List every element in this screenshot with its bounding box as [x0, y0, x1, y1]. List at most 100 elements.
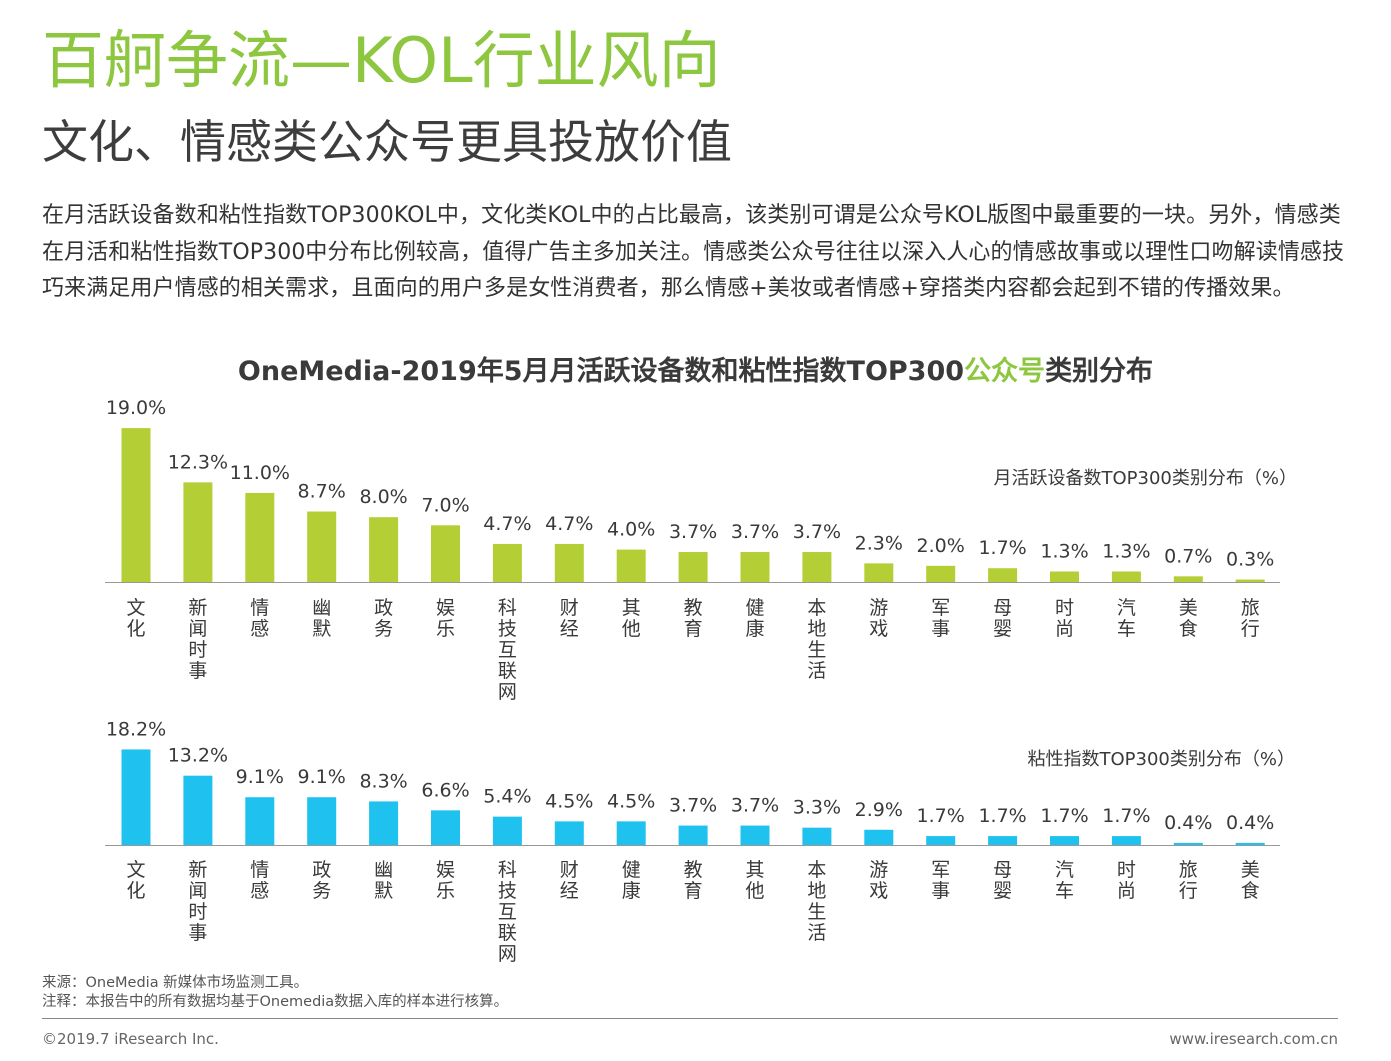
mau-bar: [369, 517, 399, 582]
stickiness-value-label: 0.4%: [1226, 812, 1274, 834]
stickiness-category-label: 政务: [312, 859, 331, 902]
mau-category-label: 情感: [250, 597, 269, 640]
mau-bar: [988, 568, 1018, 582]
mau-category-label: 汽车: [1117, 597, 1136, 640]
mau-category-label: 娱乐: [436, 597, 455, 640]
stickiness-bar: [121, 749, 151, 845]
stickiness-value-label: 13.2%: [168, 745, 228, 767]
stickiness-value-label: 4.5%: [607, 790, 655, 812]
stickiness-value-label: 6.6%: [421, 779, 469, 801]
mau-value-label: 2.0%: [917, 535, 965, 557]
stickiness-bar: [554, 821, 584, 845]
stickiness-value-label: 4.5%: [545, 790, 593, 812]
stickiness-bar: [802, 827, 832, 845]
mau-category-label: 军事: [931, 597, 950, 640]
stickiness-value-label: 1.7%: [978, 805, 1026, 827]
stickiness-category-label: 游戏: [869, 859, 888, 902]
page-title: 百舸争流—KOL行业风向: [42, 24, 721, 97]
stickiness-category-label: 其他: [745, 859, 764, 902]
stickiness-value-label: 3.3%: [793, 797, 841, 819]
mau-category-label: 母婴: [993, 597, 1012, 640]
mau-value-label: 4.0%: [607, 519, 655, 541]
mau-value-label: 11.0%: [230, 462, 290, 484]
stickiness-bar: [492, 816, 522, 845]
stickiness-category-label: 娱乐: [436, 859, 455, 902]
stickiness-category-label: 本地生活: [807, 859, 826, 944]
stickiness-category-label: 情感: [250, 859, 269, 902]
stickiness-category-label: 美食: [1241, 859, 1260, 902]
stickiness-value-label: 5.4%: [483, 786, 531, 808]
stickiness-bar: [678, 825, 708, 845]
mau-bar: [307, 511, 337, 582]
stickiness-bar: [1173, 842, 1203, 845]
mau-bar: [616, 549, 646, 582]
stickiness-bar: [1050, 836, 1079, 845]
mau-category-label: 本地生活: [807, 597, 826, 682]
mau-value-label: 1.3%: [1102, 540, 1150, 562]
mau-bar: [121, 428, 151, 582]
stickiness-bar: [864, 829, 894, 845]
stickiness-value-label: 8.3%: [359, 770, 407, 792]
mau-bar: [492, 543, 522, 582]
stickiness-category-label: 军事: [931, 859, 950, 902]
stickiness-value-label: 9.1%: [298, 766, 346, 788]
stickiness-bar: [1111, 836, 1141, 845]
stickiness-category-label: 科技互联网: [498, 859, 517, 965]
stickiness-category-label: 幽默: [374, 859, 393, 902]
stickiness-bar: [740, 825, 770, 845]
chart-title: OneMedia-2019年5月月活跃设备数和粘性指数TOP300公众号类别分布: [0, 352, 1391, 392]
mau-value-label: 2.3%: [855, 532, 903, 554]
stickiness-category-label: 文化: [126, 859, 145, 902]
stickiness-bar: [245, 797, 275, 845]
source-text: 来源：OneMedia 新媒体市场监测工具。: [42, 975, 309, 991]
stickiness-bar: [1235, 842, 1265, 845]
chart-title-part2: 类别分布: [1045, 356, 1154, 387]
mau-bar: [1050, 571, 1079, 582]
mau-value-label: 0.3%: [1226, 549, 1274, 571]
mau-bar: [245, 492, 275, 582]
stickiness-category-label: 母婴: [993, 859, 1012, 902]
stickiness-category-label: 财经: [560, 859, 579, 902]
mau-bar: [802, 552, 832, 582]
stickiness-category-label: 时尚: [1117, 859, 1136, 902]
chart-title-highlight: 公众号: [964, 356, 1046, 387]
mau-category-label: 新闻时事: [188, 597, 207, 682]
mau-value-label: 3.7%: [669, 521, 717, 543]
mau-category-label: 科技互联网: [498, 597, 517, 703]
stickiness-value-label: 9.1%: [236, 766, 284, 788]
mau-bar: [554, 543, 584, 582]
mau-category-label: 其他: [622, 597, 641, 640]
mau-category-label: 美食: [1179, 597, 1198, 640]
mau-bar: [183, 482, 213, 582]
note-text: 注释：本报告中的所有数据均基于Onemedia数据入库的样本进行核算。: [42, 994, 509, 1010]
mau-bar: [678, 552, 708, 582]
stickiness-value-label: 0.4%: [1164, 812, 1212, 834]
mau-category-label: 旅行: [1241, 597, 1260, 640]
mau-bar: [740, 552, 770, 582]
mau-bar: [1111, 571, 1141, 582]
mau-value-label: 4.7%: [545, 513, 593, 535]
website-link[interactable]: www.iresearch.com.cn: [1169, 1030, 1338, 1048]
mau-value-label: 8.0%: [359, 486, 407, 508]
mau-value-label: 4.7%: [483, 513, 531, 535]
mau-category-label: 游戏: [869, 597, 888, 640]
stickiness-value-label: 2.9%: [855, 799, 903, 821]
mau-category-label: 时尚: [1055, 597, 1074, 640]
stickiness-value-label: 1.7%: [1040, 805, 1088, 827]
summary-paragraph: 在月活跃设备数和粘性指数TOP300KOL中，文化类KOL中的占比最高，该类别可…: [42, 203, 1345, 301]
mau-bar: [926, 565, 956, 582]
mau-value-label: 7.0%: [421, 494, 469, 516]
stickiness-value-label: 3.7%: [669, 795, 717, 817]
mau-value-label: 12.3%: [168, 451, 228, 473]
stickiness-value-label: 3.7%: [731, 795, 779, 817]
mau-value-label: 3.7%: [731, 521, 779, 543]
mau-category-label: 教育: [684, 597, 703, 640]
chart-title-part1: OneMedia-2019年5月月活跃设备数和粘性指数TOP300: [237, 356, 965, 387]
mau-value-label: 1.7%: [978, 537, 1026, 559]
mau-value-label: 19.0%: [106, 397, 166, 419]
mau-bar: [864, 563, 894, 582]
stickiness-bar: [616, 821, 646, 845]
copyright: ©2019.7 iResearch Inc.: [42, 1030, 219, 1048]
mau-category-label: 政务: [374, 597, 393, 640]
